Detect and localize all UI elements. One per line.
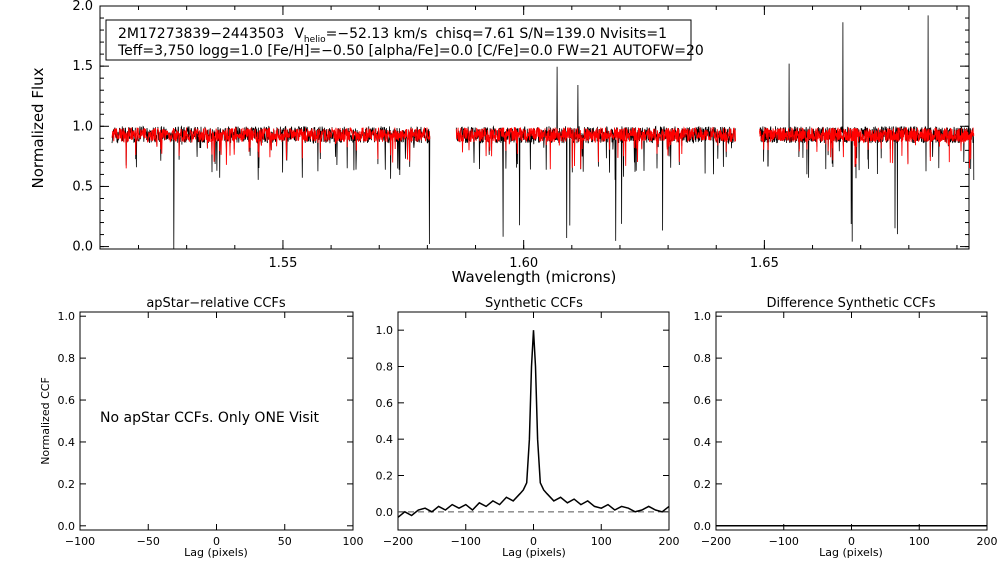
difference-ccf-ytick-label: 0.8 [694, 352, 712, 365]
synthetic-ccf-ytick-label: 1.0 [376, 324, 394, 337]
info-box [105, 19, 692, 61]
synthetic-ccf-ytick-label: 0.0 [376, 506, 394, 519]
no-ccf-message: No apStar CCFs. Only ONE Visit [100, 410, 320, 426]
difference-ccf-xtick-label: 200 [977, 535, 998, 548]
model-spectrum-chip-2 [455, 126, 736, 170]
apstar-ccf-xtick-label: 0 [213, 535, 220, 548]
difference-ccf-ticks: −200 −100 0 100 200 0.0 0.2 0.4 0.6 0.8 1.0 [694, 310, 998, 548]
synthetic-ccf-ytick-label: 0.2 [376, 470, 394, 483]
apstar-ccf-xtick-label: −50 [137, 535, 160, 548]
synthetic-ccf-ytick-label: 0.8 [376, 361, 394, 374]
info-stats: chisq=7.61 S/N=139.0 Nvisits=1 [435, 26, 667, 42]
synthetic-ccf-xtick-label: 0 [530, 535, 537, 548]
synthetic-ccf-xtick-label: −200 [383, 535, 413, 548]
apstar-ccf-ylabel: Normalized CCF [39, 377, 52, 465]
difference-ccf-ytick-label: 0.2 [694, 478, 712, 491]
synthetic-ccf-xtick-label: −100 [451, 535, 481, 548]
synthetic-ccf-line [397, 330, 670, 518]
info-v-value: =−52.13 km/s [326, 26, 428, 42]
synthetic-ccf-title: Synthetic CCFs [485, 296, 583, 311]
synthetic-ccf-series [397, 330, 670, 518]
synthetic-ccf-axes-frame [397, 311, 670, 531]
info-line-1: 2M17273839−2443503 Vhelio=−52.13 km/s chis… [118, 26, 667, 45]
apstar-ccf-title: apStar−relative CCFs [146, 296, 286, 311]
spectrum-series [111, 15, 975, 250]
apstar-ccf-ytick-label: 0.0 [58, 520, 76, 533]
info-v-sub: helio [304, 35, 326, 45]
difference-ccf-xtick-label: 0 [848, 535, 855, 548]
spectrum-xtick-label: 1.55 [268, 256, 297, 271]
spectrum-ytick-label: 2.0 [72, 0, 93, 14]
difference-ccf-axes-frame [715, 311, 988, 531]
difference-ccf-xtick-label: −100 [769, 535, 799, 548]
spectrum-ytick-label: 1.5 [72, 59, 93, 74]
spectrum-ticks: 1.55 1.60 1.65 0.0 0.5 1.0 1.5 2.0 [72, 0, 969, 271]
spectrum-ytick-label: 1.0 [72, 119, 93, 134]
model-spectrum-chip-3 [759, 126, 975, 169]
apstar-ccf-xtick-label: 50 [278, 535, 292, 548]
difference-ccf-title: Difference Synthetic CCFs [766, 296, 935, 311]
synthetic-ccf-xlabel: Lag (pixels) [502, 546, 566, 559]
spectrum-xtick-label: 1.65 [750, 256, 779, 271]
difference-ccf-xtick-label: 100 [909, 535, 930, 548]
difference-ccf-ytick-label: 0.0 [694, 520, 712, 533]
spectrum-xtick-label: 1.60 [509, 256, 538, 271]
info-star-id: 2M17273839−2443503 [118, 26, 284, 42]
spectrum-panel: 1.55 1.60 1.65 0.0 0.5 1.0 1.5 2.0 Wavelength (… [29, 0, 975, 286]
spectrum-ylabel: Normalized Flux [29, 67, 47, 188]
apstar-ccf-xtick-label: 100 [343, 535, 364, 548]
synthetic-ccf-ytick-label: 0.6 [376, 397, 394, 410]
difference-ccf-ytick-label: 0.6 [694, 394, 712, 407]
difference-ccf-xtick-label: −200 [701, 535, 731, 548]
apstar-ccf-ytick-label: 0.2 [58, 478, 76, 491]
difference-ccf-panel: −200 −100 0 100 200 0.0 0.2 0.4 0.6 0.8 1.0 Differ… [694, 296, 998, 559]
apstar-ccf-xlabel: Lag (pixels) [184, 546, 248, 559]
synthetic-ccf-panel: −200 −100 0 100 200 0.0 0.2 0.4 0.6 0.8 1.0 Synthe… [376, 296, 680, 559]
apstar-ccf-ticks: −100 −50 0 50 100 0.0 0.2 0.4 0.6 0.8 1.0 [58, 310, 364, 548]
difference-ccf-ytick-label: 1.0 [694, 310, 712, 323]
spectrum-ytick-label: 0.5 [72, 179, 93, 194]
spectrum-ytick-label: 0.0 [72, 240, 93, 255]
synthetic-ccf-xtick-label: 100 [591, 535, 612, 548]
apstar-ccf-ytick-label: 1.0 [58, 310, 76, 323]
info-line-2: Teff=3,750 logg=1.0 [Fe/H]=−0.50 [alpha/… [117, 43, 704, 59]
info-v-prefix: V [294, 26, 304, 42]
synthetic-ccf-xtick-label: 200 [659, 535, 680, 548]
apstar-ccf-panel: −100 −50 0 50 100 0.0 0.2 0.4 0.6 0.8 1.0 apStar−r… [39, 296, 364, 559]
apstar-ccf-ytick-label: 0.6 [58, 394, 76, 407]
apstar-ccf-ytick-label: 0.8 [58, 352, 76, 365]
spectrum-xlabel: Wavelength (microns) [452, 268, 617, 286]
apstar-ccf-ytick-label: 0.4 [58, 436, 76, 449]
model-spectrum-chip-1 [111, 126, 431, 169]
difference-ccf-ytick-label: 0.4 [694, 436, 712, 449]
observed-spectrum-chip-2 [455, 66, 736, 241]
apstar-ccf-xtick-label: −100 [65, 535, 95, 548]
synthetic-ccf-ytick-label: 0.4 [376, 433, 394, 446]
synthetic-ccf-ticks: −200 −100 0 100 200 0.0 0.2 0.4 0.6 0.8 1.0 [376, 312, 680, 548]
difference-ccf-xlabel: Lag (pixels) [819, 546, 883, 559]
